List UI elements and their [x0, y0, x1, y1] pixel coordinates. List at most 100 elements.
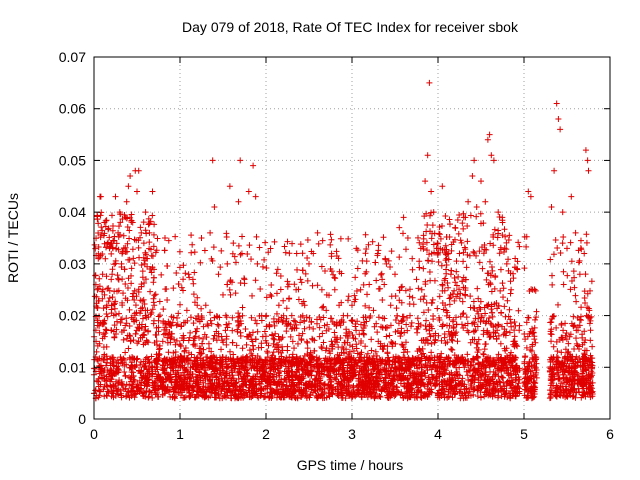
data-point: [453, 268, 460, 275]
data-point: [103, 327, 110, 334]
data-point: [402, 339, 409, 346]
data-point: [431, 277, 438, 284]
data-point: [235, 198, 242, 205]
data-point: [363, 383, 370, 390]
data-point: [366, 375, 373, 382]
data-point: [219, 337, 226, 344]
data-point: [521, 265, 528, 272]
data-point: [364, 291, 371, 298]
data-point: [168, 378, 175, 385]
data-point: [460, 258, 467, 265]
data-point: [577, 237, 584, 244]
data-point: [502, 313, 509, 320]
data-point: [124, 214, 131, 221]
data-point: [328, 315, 335, 322]
data-point: [456, 212, 463, 219]
data-point: [235, 242, 242, 249]
data-point: [128, 217, 135, 224]
data-point: [477, 318, 484, 325]
data-point: [237, 157, 244, 164]
data-point: [377, 393, 384, 400]
data-point: [156, 298, 163, 305]
data-point: [337, 334, 344, 341]
data-point: [132, 364, 139, 371]
data-point: [268, 281, 275, 288]
data-point: [422, 372, 429, 379]
data-point: [142, 227, 149, 234]
data-point: [417, 394, 424, 401]
data-point: [119, 299, 126, 306]
data-point: [477, 394, 484, 401]
data-point: [360, 281, 367, 288]
data-point: [532, 316, 539, 323]
data-point: [255, 344, 262, 351]
data-point: [194, 325, 201, 332]
data-point: [416, 258, 423, 265]
data-point: [172, 233, 179, 240]
data-point: [308, 318, 315, 325]
data-point: [126, 364, 133, 371]
data-point: [142, 209, 149, 216]
data-point: [125, 183, 132, 190]
data-point: [354, 265, 361, 272]
data-point: [213, 359, 220, 366]
data-point: [131, 394, 138, 401]
data-point: [346, 392, 353, 399]
data-point: [331, 286, 338, 293]
data-point: [439, 287, 446, 294]
data-point: [116, 310, 123, 317]
data-point: [511, 327, 518, 334]
data-point: [281, 376, 288, 383]
data-point: [472, 370, 479, 377]
data-point: [439, 323, 446, 330]
data-point: [152, 386, 159, 393]
data-point: [254, 260, 261, 267]
data-point: [273, 290, 280, 297]
data-point: [442, 242, 449, 249]
data-point: [270, 340, 277, 347]
data-point: [108, 250, 115, 257]
data-point: [190, 320, 197, 327]
data-point: [470, 248, 477, 255]
data-point: [169, 319, 176, 326]
data-point: [246, 347, 253, 354]
data-point: [151, 221, 158, 228]
data-point: [463, 314, 470, 321]
data-point: [311, 387, 318, 394]
data-point: [194, 302, 201, 309]
data-point: [141, 260, 148, 267]
data-point: [134, 384, 141, 391]
data-point: [330, 271, 337, 278]
data-point: [428, 323, 435, 330]
data-point: [397, 330, 404, 337]
data-point: [501, 385, 508, 392]
data-point: [137, 310, 144, 317]
data-point: [461, 364, 468, 371]
data-point: [559, 240, 566, 247]
data-point: [456, 388, 463, 395]
data-point: [320, 339, 327, 346]
data-point: [161, 234, 168, 241]
data-point: [108, 276, 115, 283]
data-point: [249, 329, 256, 336]
data-point: [117, 387, 124, 394]
data-point: [499, 280, 506, 287]
data-point: [174, 315, 181, 322]
data-point: [140, 331, 147, 338]
data-point: [268, 293, 275, 300]
data-point: [381, 315, 388, 322]
data-point: [448, 336, 455, 343]
data-point: [97, 193, 104, 200]
data-point: [409, 294, 416, 301]
data-point: [262, 313, 269, 320]
data-point: [102, 255, 109, 262]
data-point: [375, 314, 382, 321]
data-point: [159, 338, 166, 345]
data-point: [228, 392, 235, 399]
data-point: [587, 337, 594, 344]
data-point: [262, 337, 269, 344]
data-point: [370, 377, 377, 384]
data-point: [99, 271, 106, 278]
data-point: [462, 214, 469, 221]
data-point: [424, 247, 431, 254]
